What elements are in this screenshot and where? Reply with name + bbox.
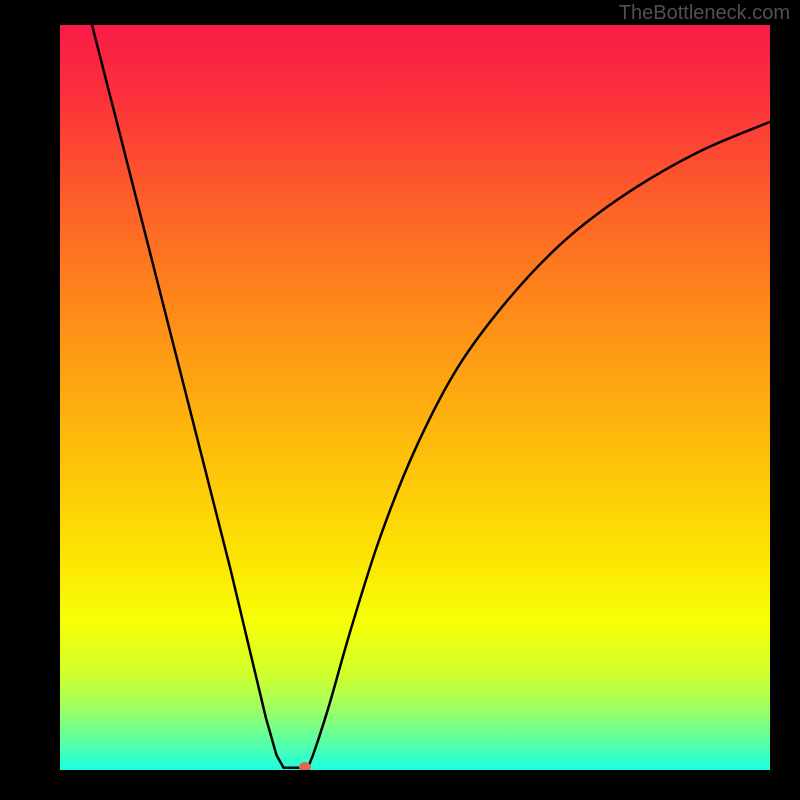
plot-background (60, 25, 770, 770)
bottleneck-chart (0, 0, 800, 800)
watermark-label: TheBottleneck.com (619, 2, 790, 25)
chart-container: TheBottleneck.com (0, 0, 800, 800)
